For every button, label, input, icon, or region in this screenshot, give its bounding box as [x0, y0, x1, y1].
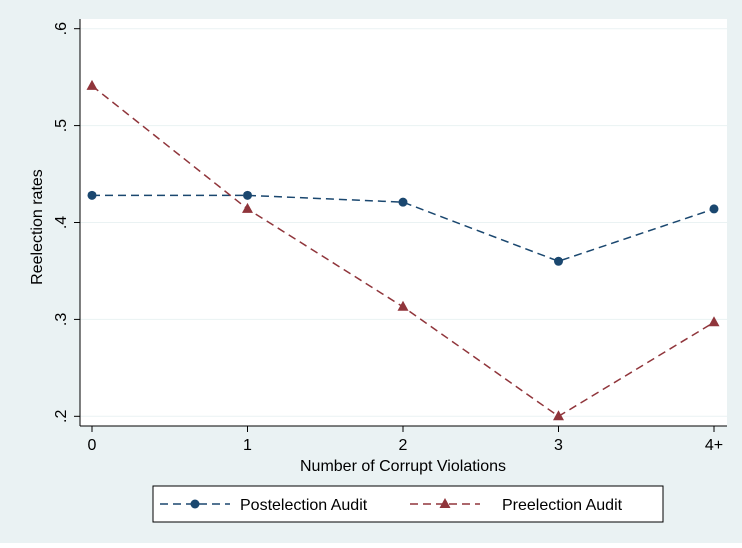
y-tick-label: .6	[53, 22, 70, 35]
legend-box	[152, 485, 664, 523]
x-tick-label: 2	[399, 437, 408, 454]
legend-marker-preelection	[439, 498, 451, 508]
legend-label-postelection: Postelection Audit	[240, 497, 368, 514]
x-tick-label: 3	[554, 437, 563, 454]
y-axis-label: Reelection rates	[29, 169, 46, 285]
point-postelection	[87, 190, 97, 200]
gridlines	[80, 28, 727, 417]
point-preelection	[242, 202, 253, 213]
x-axis-ticks: 0 1 2 3 4+	[88, 426, 723, 454]
y-axis-ticks: .2 .3 .4 .5 .6	[53, 22, 80, 423]
point-preelection	[397, 300, 409, 311]
point-postelection	[709, 204, 719, 214]
legend-label-preelection: Preelection Audit	[502, 497, 623, 514]
x-axis-label: Number of Corrupt Violations	[300, 458, 506, 475]
point-preelection	[553, 410, 564, 421]
point-postelection	[398, 197, 408, 207]
x-tick-label: 0	[88, 437, 97, 454]
y-tick-label: .4	[53, 216, 70, 229]
point-postelection	[243, 190, 252, 200]
y-tick-label: .2	[53, 410, 70, 423]
legend: Postelection Audit Preelection Audit	[152, 485, 664, 523]
point-postelection	[554, 256, 563, 266]
legend-marker-postelection	[190, 499, 200, 509]
x-tick-label: 4+	[705, 437, 723, 454]
point-preelection	[708, 316, 720, 327]
series-group	[86, 79, 720, 421]
point-preelection	[86, 79, 98, 90]
y-tick-label: .3	[53, 313, 70, 326]
x-tick-label: 1	[243, 437, 252, 454]
y-tick-label: .5	[53, 119, 70, 132]
